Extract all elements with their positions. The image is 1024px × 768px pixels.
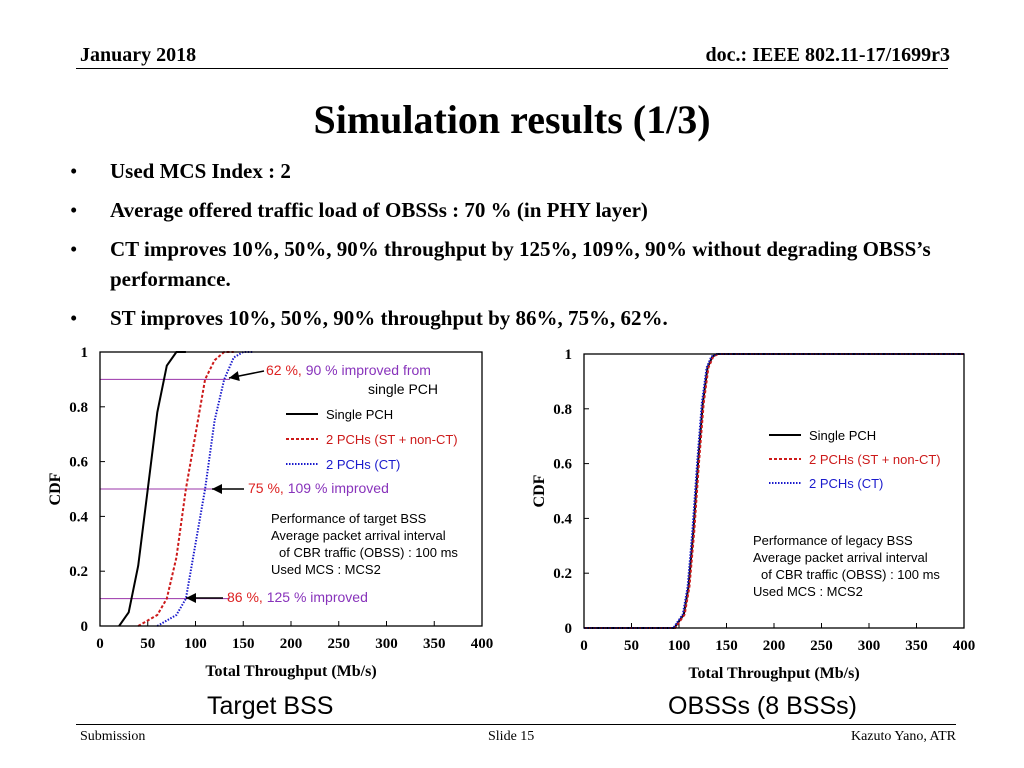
y-tick-label: 0.8 [69,400,88,416]
x-tick-label: 250 [328,636,351,652]
bullet-symbol: • [70,237,78,261]
annotation-part: 109 % improved [288,480,389,496]
legend-label: Single PCH [809,428,876,443]
legend-label: 2 PCHs (CT) [809,476,883,491]
x-tick-label: 0 [580,638,588,654]
y-tick-label: 0.8 [553,402,572,418]
legend-label: 2 PCHs (ST + non-CT) [809,452,941,467]
series-line [156,351,253,627]
y-tick-label: 0.2 [69,564,88,580]
annotation-part: 62 %, [266,362,306,378]
y-axis-label: CDF [531,474,548,507]
series-line [584,353,964,629]
chart-note-line: Performance of target BSS [271,511,427,526]
chart-caption-target-bss: Target BSS [207,692,334,720]
x-tick-label: 350 [905,638,928,654]
annotation-text: 62 %, 90 % improved from [266,362,431,378]
legend-label: 2 PCHs (ST + non-CT) [326,432,458,447]
target-bss-cdf-chart: 0 50 100 150 200 250 300 350 400 0 0.2 0.4 0.6 0.8 1 To… [47,345,494,680]
annotation-arrowhead [186,593,196,603]
header-doc-id: doc.: IEEE 802.11-17/1699r3 [705,44,950,66]
chart-note-line: Used MCS : MCS2 [271,562,381,577]
annotation-part: 75 %, [248,480,288,496]
x-axis-label: Total Throughput (Mb/s) [688,665,859,682]
x-tick-label: 100 [184,636,207,652]
bullet-text: Used MCS Index : 2 [110,159,291,183]
annotation-part: 90 % improved from [306,362,431,378]
series-line [137,351,234,627]
x-tick-label: 300 [858,638,881,654]
footer-author: Kazuto Yano, ATR [850,729,956,744]
bullet-text: ST improves 10%, 50%, 90% throughput by … [110,306,668,330]
bullet-text: CT improves 10%, 50%, 90% throughput by … [110,237,931,291]
plot-frame [99,351,483,627]
chart-caption-obss: OBSSs (8 BSSs) [668,692,857,720]
bullet-symbol: • [70,306,78,330]
x-tick-label: 50 [624,638,639,654]
x-axis-label: Total Throughput (Mb/s) [205,663,376,680]
annotation-arrowhead [229,371,240,381]
x-tick-label: 200 [763,638,786,654]
x-tick-label: 150 [232,636,255,652]
bullet-list: • Used MCS Index : 2 • Average offered tra… [70,156,950,342]
y-tick-label: 1 [81,345,89,361]
y-tick-label: 1 [565,347,573,363]
bullet-item: • Used MCS Index : 2 [70,156,950,186]
bullet-item: • CT improves 10%, 50%, 90% throughput by… [70,234,950,294]
plot-frame [583,353,965,629]
x-tick-label: 150 [715,638,738,654]
series-line [118,351,186,627]
chart-note-line: Average packet arrival interval [271,528,446,543]
legend-label: 2 PCHs (CT) [326,457,400,472]
bullet-symbol: • [70,198,78,222]
footer-submission: Submission [80,729,146,744]
x-tick-label: 350 [423,636,446,652]
x-tick-label: 300 [375,636,398,652]
annotation-text: 86 %, 125 % improved [227,589,368,605]
header-divider [76,68,948,69]
bullet-item: • ST improves 10%, 50%, 90% throughput by… [70,303,950,333]
x-tick-label: 50 [140,636,155,652]
y-axis-label: CDF [47,472,64,505]
annotation-part: 125 % improved [267,589,368,605]
bullet-item: • Average offered traffic load of OBSSs :… [70,195,950,225]
annotation-arrowhead [212,484,222,494]
series-line [584,353,964,629]
annotation-text: 75 %, 109 % improved [248,480,389,496]
x-tick-label: 200 [280,636,303,652]
footer-divider [76,724,956,725]
annotation-part: 86 %, [227,589,267,605]
x-tick-label: 100 [668,638,691,654]
y-tick-label: 0.6 [553,457,572,473]
y-tick-label: 0 [81,619,89,635]
y-tick-label: 0 [565,621,573,637]
obss-cdf-chart: 0 50 100 150 200 250 300 350 400 0 0.2 0.4 0.6 0.8 1 To… [531,347,976,682]
slide-title: Simulation results (1/3) [313,97,711,142]
bullet-symbol: • [70,159,78,183]
chart-note-line: Used MCS : MCS2 [753,584,863,599]
x-tick-label: 250 [810,638,833,654]
header-date: January 2018 [80,44,197,66]
y-tick-label: 0.4 [69,509,88,525]
y-tick-label: 0.6 [69,455,88,471]
bullet-text: Average offered traffic load of OBSSs : … [110,198,648,222]
x-tick-label: 400 [953,638,976,654]
annotation-text-line2: single PCH [368,381,438,397]
chart-note-line: of CBR traffic (OBSS) : 100 ms [279,545,458,560]
x-tick-label: 400 [471,636,494,652]
chart-note-line: of CBR traffic (OBSS) : 100 ms [761,567,940,582]
chart-note-line: Average packet arrival interval [753,550,928,565]
x-tick-label: 0 [96,636,104,652]
y-tick-label: 0.4 [553,511,572,527]
chart-note-line: Performance of legacy BSS [753,533,913,548]
footer-slide-number: Slide 15 [488,729,535,744]
y-tick-label: 0.2 [553,566,572,582]
legend-label: Single PCH [326,407,393,422]
